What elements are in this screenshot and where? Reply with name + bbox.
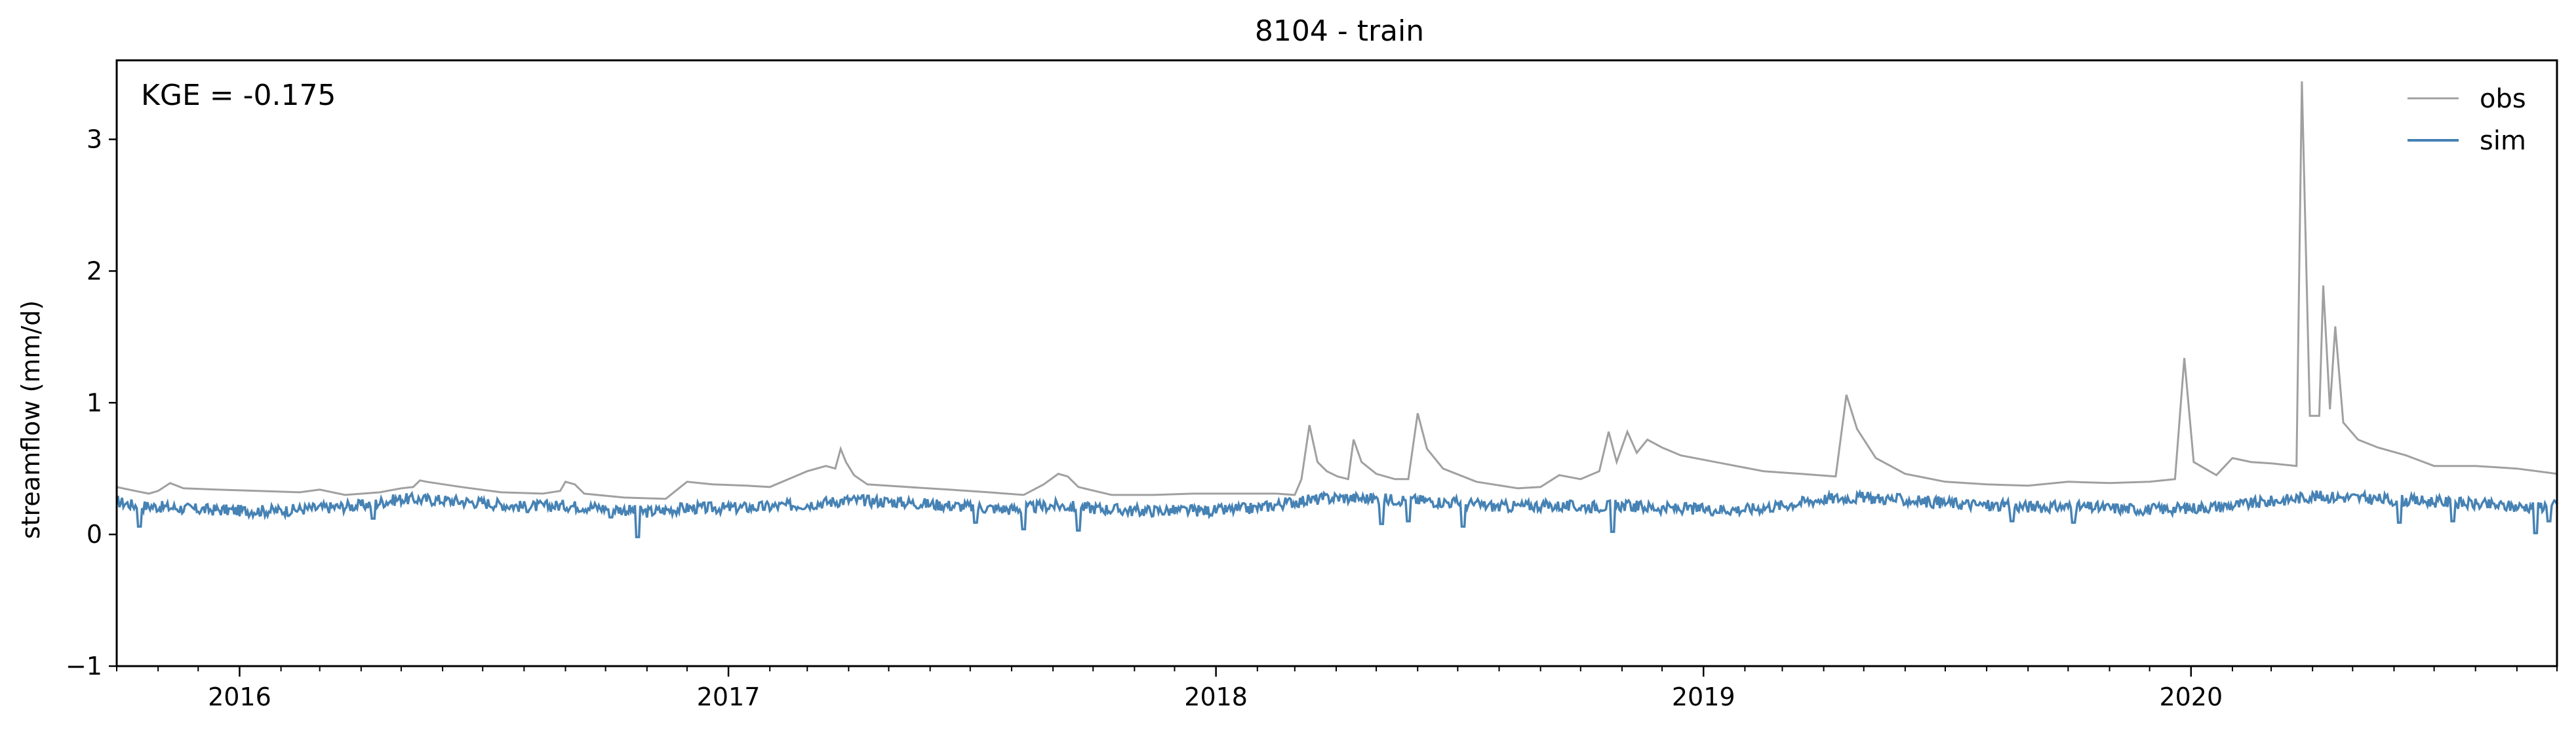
- x-axis: 2016 2017 2018 2019 2020: [116, 666, 2558, 711]
- series-line-obs: [117, 81, 2557, 500]
- series-layer: [117, 81, 2557, 538]
- plot-frame: [115, 59, 2558, 667]
- series-line-sim: [117, 488, 2557, 538]
- y-tick-label: −1: [66, 652, 102, 681]
- legend-label-obs: obs: [2480, 84, 2526, 114]
- y-tick-label: 1: [87, 388, 102, 417]
- x-tick-label: 2020: [2159, 683, 2223, 711]
- y-axis: −1 0 1 2 3: [66, 125, 117, 681]
- x-tick-label: 2019: [1672, 683, 1735, 711]
- kge-annotation: KGE = -0.175: [141, 79, 336, 112]
- x-tick-label: 2017: [697, 683, 761, 711]
- y-axis-label: streamflow (mm/d): [16, 300, 45, 539]
- legend: obs sim: [2408, 84, 2526, 156]
- y-tick-label: 2: [87, 256, 102, 285]
- x-tick-label: 2018: [1184, 683, 1248, 711]
- y-tick-label: 0: [87, 520, 102, 549]
- legend-label-sim: sim: [2480, 126, 2526, 156]
- x-tick-label: 2016: [208, 683, 271, 711]
- y-tick-label: 3: [87, 125, 102, 154]
- chart-title: 8104 - train: [1255, 14, 1424, 48]
